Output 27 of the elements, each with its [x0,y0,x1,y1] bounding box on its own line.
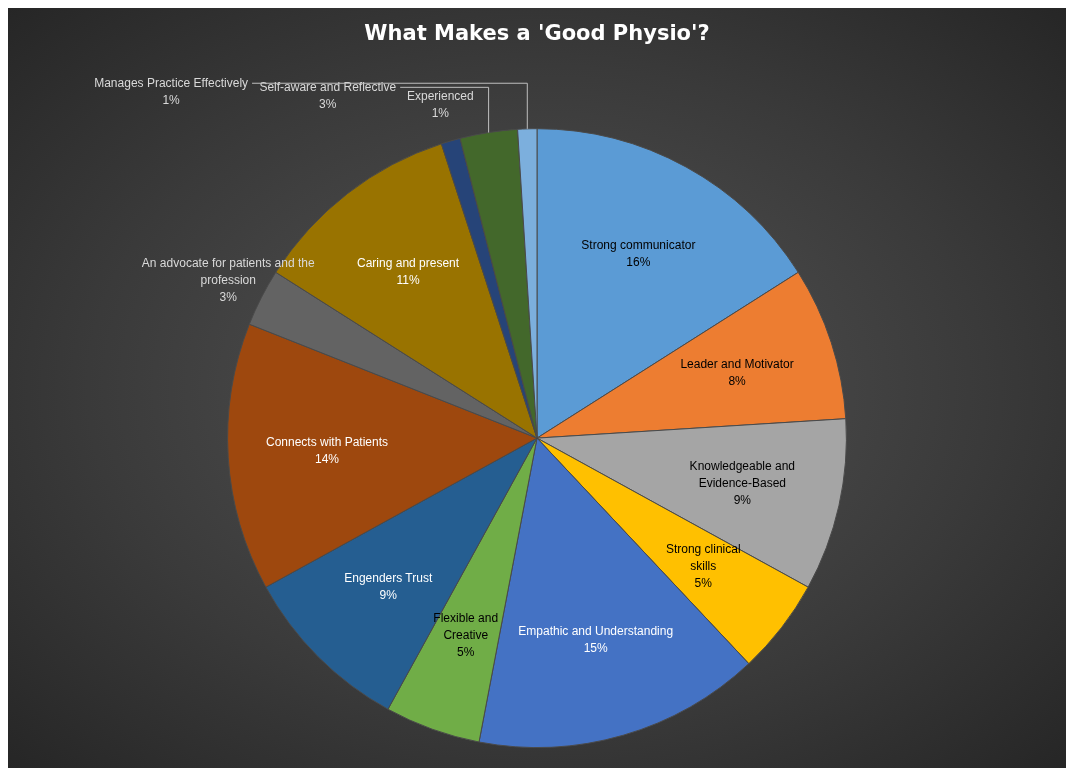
slice-label: Caring and present [357,255,460,270]
data-label: 9% [379,587,398,602]
data-label: 14% [315,452,340,467]
slice-label: Experienced [406,89,474,104]
slice-label: Self-aware and Reflective [259,79,397,94]
slice-label: Strong clinical skills [665,542,741,574]
slice-label: Strong communicator [581,237,696,252]
slice-label: An advocate for patients and the profession [141,256,315,288]
slice-label: Empathic and Understanding [518,623,674,638]
data-label: 1% [162,92,181,107]
data-label: 16% [626,254,651,269]
slice-label: Leader and Motivator [680,356,794,371]
data-label: 8% [728,373,747,388]
data-label: 9% [733,493,752,508]
slice-label: Connects with Patients [265,435,389,450]
data-label: 5% [457,645,475,660]
slice-label: Engenders Trust [344,570,433,585]
slice-label: Flexible and Creative [433,611,499,643]
slice-label: Manages Practice Effectively [94,75,249,90]
data-label: 15% [583,640,609,655]
data-label: 3% [219,290,238,305]
chart-title: What Makes a 'Good Physio'? [364,21,710,46]
data-label: 1% [431,106,450,121]
data-label: 11% [396,272,420,287]
data-label: 3% [319,96,337,111]
data-label: 5% [694,576,713,591]
slice-label: Knowledgeable and Evidence-Based [689,459,796,491]
